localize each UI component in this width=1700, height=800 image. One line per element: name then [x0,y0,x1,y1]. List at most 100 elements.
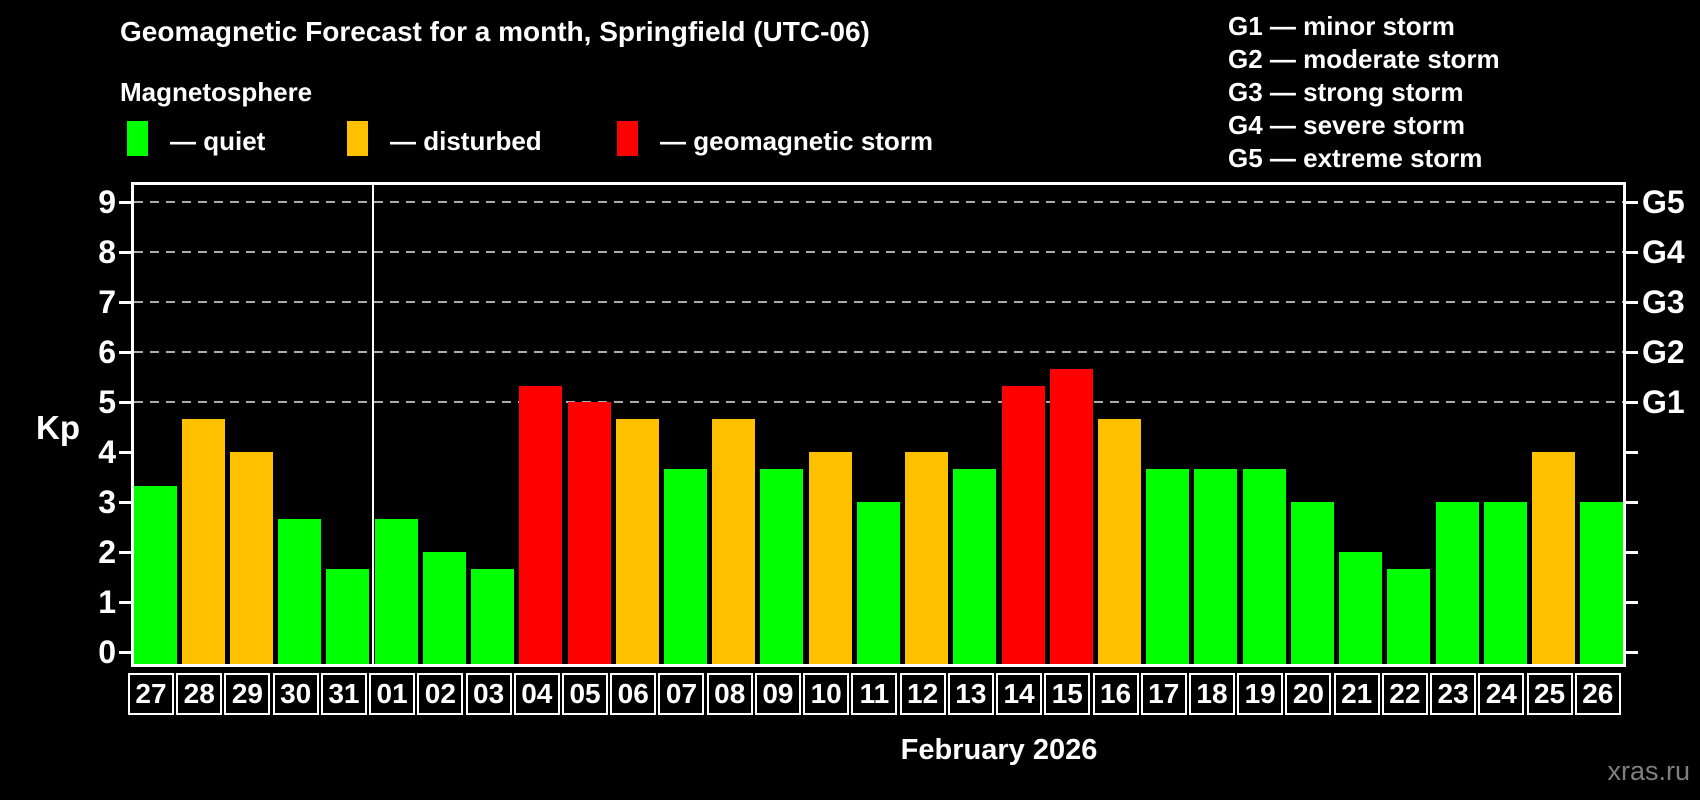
bar-day-01 [374,518,418,664]
y-tick-label: 9 [98,184,116,220]
bar-day-22 [1387,568,1431,664]
y-tick-label: 0 [98,634,116,670]
gridline-kp8 [134,251,1623,253]
x-tick-label-26: 26 [1574,673,1621,715]
bar-day-15 [1049,368,1093,664]
x-tick-label-15: 15 [1044,673,1091,715]
x-tick-label-22: 22 [1381,673,1428,715]
bar-day-04 [519,385,563,664]
legend-swatch-quiet [127,121,148,156]
y-axis-title: Kp [36,409,80,446]
right-axis-label-G5: G5 [1642,184,1685,220]
bar-day-14 [1001,385,1045,664]
bar-day-09 [760,468,804,664]
storm-scale-legend-item: G2 — moderate storm [1228,44,1500,74]
x-tick-label-21: 21 [1333,673,1380,715]
bar-day-24 [1483,502,1527,664]
x-tick-label-18: 18 [1188,673,1235,715]
storm-scale-legend: G1 — minor storm G2 — moderate storm G3 … [1228,10,1500,175]
y-tick-left [119,200,131,204]
right-axis-label-G3: G3 [1642,284,1685,320]
bar-day-26 [1580,502,1624,664]
y-tick-right [1626,350,1638,354]
y-tick-right [1626,550,1638,554]
x-tick-label-19: 19 [1237,673,1284,715]
storm-scale-legend-item: G3 — strong storm [1228,77,1464,107]
gridline-kp6 [134,351,1623,353]
y-tick-left [119,250,131,254]
bar-day-20 [1290,502,1334,664]
y-tick-label: 6 [98,334,116,370]
x-tick-label-03: 03 [465,673,512,715]
x-tick-label-01: 01 [369,673,416,715]
bar-day-05 [567,402,611,664]
y-tick-left [119,400,131,404]
y-tick-right [1626,200,1638,204]
y-tick-label: 2 [98,534,116,570]
y-tick-right [1626,650,1638,654]
x-tick-label-10: 10 [803,673,850,715]
bar-day-30 [278,518,322,664]
storm-scale-legend-item: G1 — minor storm [1228,11,1455,41]
bar-day-03 [471,568,515,664]
storm-scale-legend-item: G5 — extreme storm [1228,143,1483,173]
x-tick-label-04: 04 [513,673,560,715]
x-tick-label-05: 05 [562,673,609,715]
right-axis-label-G4: G4 [1642,234,1685,270]
y-tick-left [119,350,131,354]
bar-day-25 [1532,452,1576,664]
x-tick-label-23: 23 [1430,673,1477,715]
bar-day-27 [133,485,177,664]
x-tick-label-08: 08 [706,673,753,715]
x-tick-label-28: 28 [176,673,223,715]
x-tick-label-06: 06 [610,673,657,715]
y-tick-left [119,450,131,454]
bar-day-10 [808,452,852,664]
legend-swatch-storm [617,121,638,156]
bar-day-31 [326,568,370,664]
bar-day-06 [615,418,659,664]
x-tick-label-25: 25 [1526,673,1573,715]
x-tick-label-16: 16 [1092,673,1139,715]
bar-day-12 [905,452,949,664]
y-tick-label: 5 [98,384,116,420]
bar-day-13 [953,468,997,664]
x-tick-label-13: 13 [947,673,994,715]
x-tick-label-30: 30 [272,673,319,715]
y-tick-right [1626,600,1638,604]
x-axis-title: February 2026 [900,734,1098,766]
bar-day-28 [181,418,225,664]
bar-day-23 [1435,502,1479,664]
bar-day-11 [856,502,900,664]
month-boundary-line [372,182,375,667]
bar-day-21 [1339,552,1383,664]
y-tick-right [1626,400,1638,404]
y-tick-label: 3 [98,484,116,520]
bar-day-19 [1242,468,1286,664]
y-tick-label: 7 [98,284,116,320]
x-tick-label-24: 24 [1478,673,1525,715]
x-tick-label-11: 11 [851,673,898,715]
y-tick-left [119,600,131,604]
y-tick-left [119,650,131,654]
storm-scale-legend-item: G4 — severe storm [1228,110,1466,140]
x-tick-label-14: 14 [996,673,1043,715]
watermark: xras.ru [1607,756,1690,786]
chart-title: Geomagnetic Forecast for a month, Spring… [120,16,870,47]
bar-day-02 [422,552,466,664]
bar-day-16 [1098,418,1142,664]
x-tick-label-29: 29 [224,673,271,715]
x-tick-label-12: 12 [899,673,946,715]
x-tick-label-20: 20 [1285,673,1332,715]
y-tick-left [119,300,131,304]
y-tick-right [1626,250,1638,254]
legend-label-storm: — geomagnetic storm [660,126,934,156]
x-tick-label-07: 07 [658,673,705,715]
y-tick-left [119,500,131,504]
chart-subtitle: Magnetosphere [120,77,313,107]
y-tick-right [1626,500,1638,504]
right-axis-label-G2: G2 [1642,334,1685,370]
y-tick-left [119,550,131,554]
bar-day-08 [712,418,756,664]
bar-day-07 [663,468,707,664]
